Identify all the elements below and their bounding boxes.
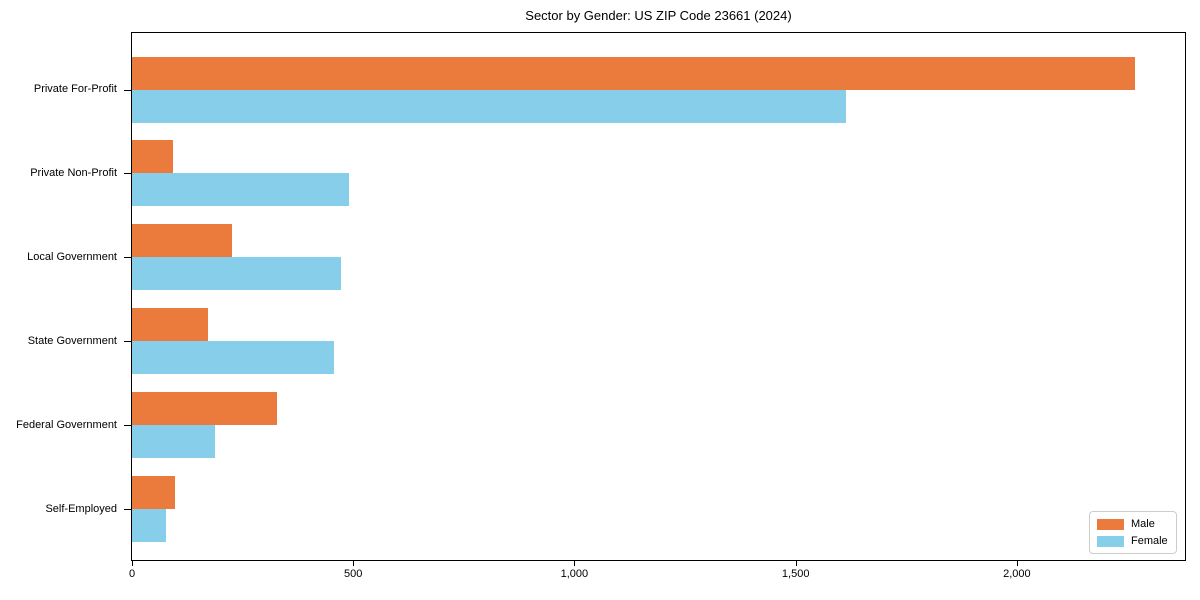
xtick-label-0: 0 — [128, 568, 136, 580]
bar-female-4 — [132, 425, 216, 459]
legend-label-male: Male — [1131, 518, 1155, 530]
legend-item-male: Male — [1097, 518, 1168, 530]
plot-area: Male Female — [131, 32, 1186, 561]
bar-male-3 — [132, 308, 209, 342]
legend-item-female: Female — [1097, 535, 1168, 547]
bar-female-3 — [132, 341, 335, 375]
xtick-label-4: 2,000 — [1003, 568, 1031, 580]
bar-female-0 — [132, 89, 847, 123]
xtick-label-1: 500 — [344, 568, 363, 580]
chart-title: Sector by Gender: US ZIP Code 23661 (202… — [525, 8, 792, 23]
xtick-label-2: 1,000 — [560, 568, 589, 580]
ytick-mark-1 — [124, 173, 131, 175]
bar-male-1 — [132, 140, 174, 174]
ytick-mark-2 — [124, 257, 131, 259]
ytick-mark-0 — [124, 89, 131, 91]
bar-female-2 — [132, 257, 341, 291]
bar-female-1 — [132, 173, 350, 207]
xtick-mark-1 — [353, 561, 355, 566]
ytick-label-5: Self-Employed — [45, 502, 117, 515]
ytick-label-2: Local Government — [27, 250, 117, 263]
bar-male-0 — [132, 56, 1135, 90]
legend: Male Female — [1089, 511, 1177, 554]
legend-swatch-female — [1097, 535, 1124, 547]
legend-label-female: Female — [1131, 535, 1168, 547]
ytick-mark-4 — [124, 425, 131, 427]
ytick-label-3: State Government — [27, 334, 117, 347]
bar-female-5 — [132, 509, 167, 542]
bar-male-5 — [132, 476, 176, 509]
ytick-label-1: Private Non-Profit — [30, 166, 117, 179]
xtick-mark-3 — [795, 561, 797, 566]
bar-male-4 — [132, 392, 277, 426]
bar-male-2 — [132, 224, 232, 258]
xtick-mark-0 — [132, 561, 133, 566]
xtick-label-3: 1,500 — [781, 568, 810, 580]
legend-swatch-male — [1097, 518, 1124, 530]
ytick-label-0: Private For-Profit — [33, 83, 117, 95]
xtick-mark-2 — [574, 561, 576, 566]
xtick-mark-4 — [1016, 561, 1018, 566]
ytick-mark-5 — [124, 509, 131, 510]
ytick-mark-3 — [124, 341, 131, 343]
ytick-label-4: Federal Government — [16, 418, 117, 431]
